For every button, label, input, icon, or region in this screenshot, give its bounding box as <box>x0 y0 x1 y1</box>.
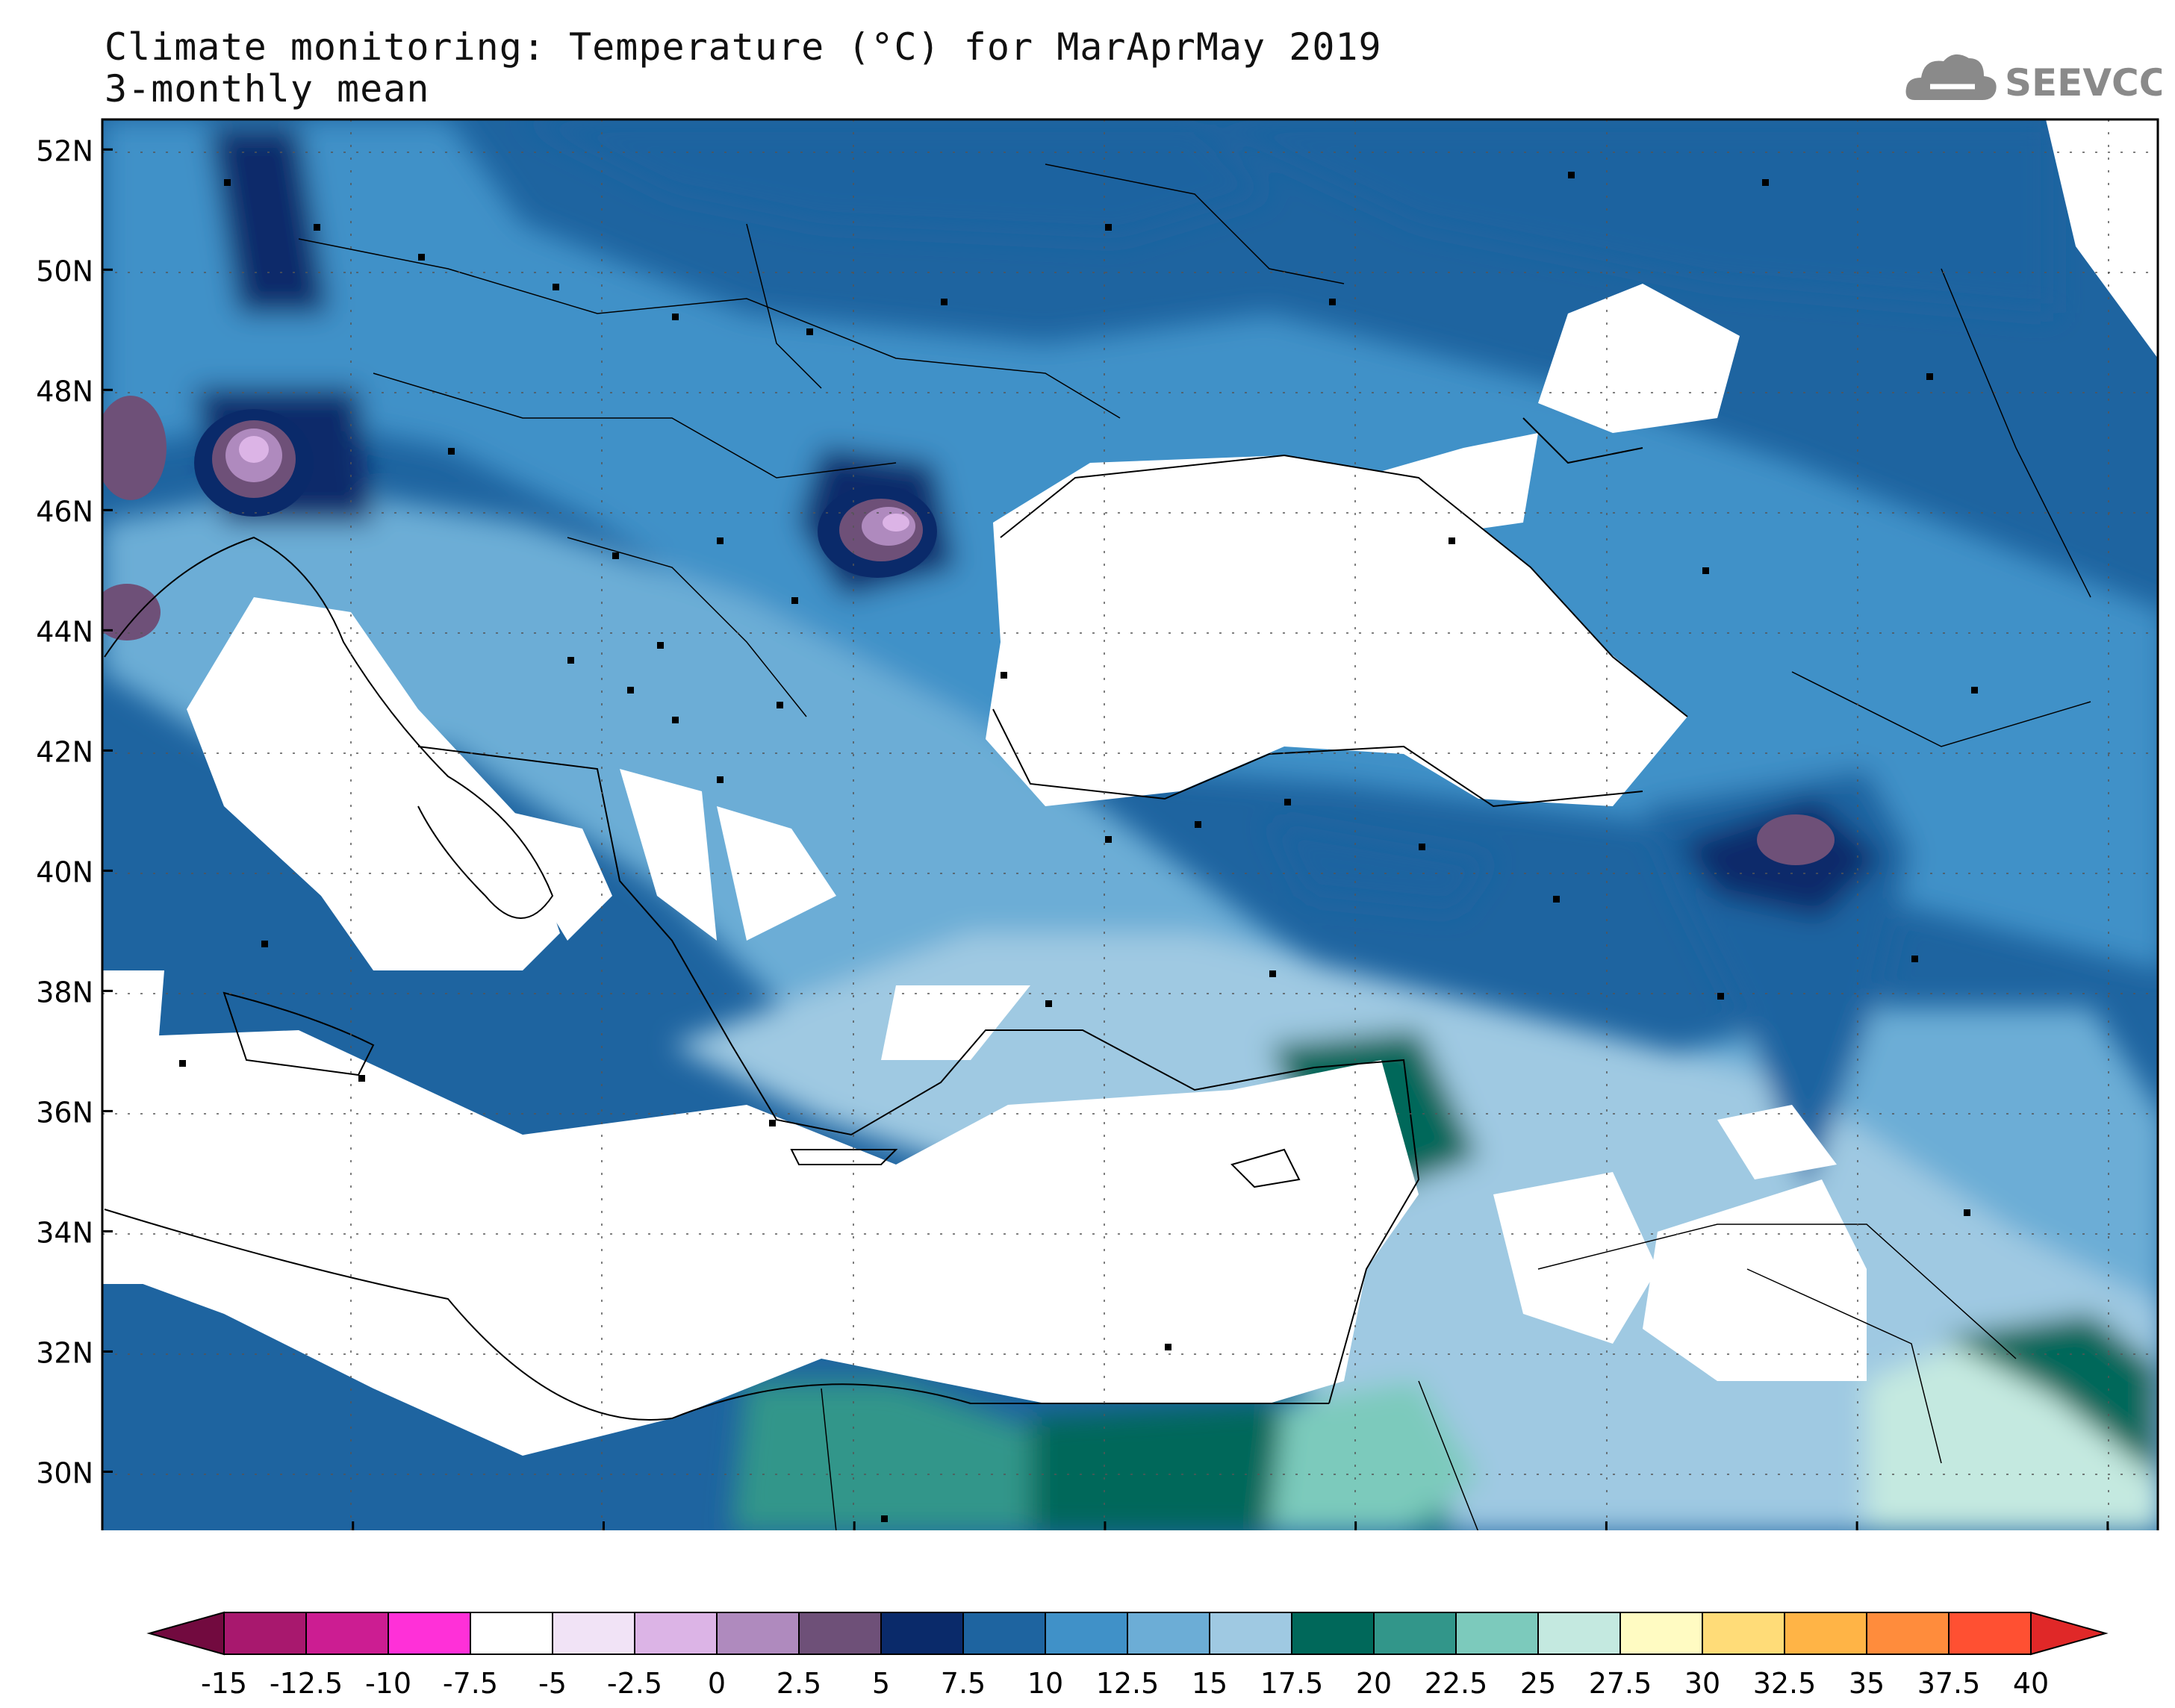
colorbar-label: 27.5 <box>1589 1667 1652 1700</box>
lat-tick-label: 42N <box>36 735 93 768</box>
colorbar-label: 20 <box>1356 1667 1392 1700</box>
chart-title-line1: Climate monitoring: Temperature (°C) for… <box>105 25 1382 69</box>
colorbar-label: -7.5 <box>443 1667 498 1700</box>
coastlines <box>104 417 1688 1421</box>
colorbar-label: 2.5 <box>777 1667 821 1700</box>
colorbar-swatch <box>470 1612 553 1655</box>
colorbar-label: 17.5 <box>1260 1667 1324 1700</box>
cloud-icon <box>1905 54 1997 100</box>
colorbar-label: 7.5 <box>941 1667 986 1700</box>
map-frame <box>101 118 2159 1530</box>
seevccc-logo: SEEVCCC <box>1905 54 2162 105</box>
colorbar-swatch <box>634 1612 718 1655</box>
colorbar-swatch <box>1455 1612 1539 1655</box>
lat-tick-label: 38N <box>36 976 93 1009</box>
colorbar-label: -12.5 <box>270 1667 343 1700</box>
colorbar-labels: -15 -12.5 -10 -7.5 -5 -2.5 0 2.5 5 7.5 10 12.5 15 17.… <box>201 1667 2049 1700</box>
field-10-north <box>523 119 1269 239</box>
colorbar-swatches <box>146 1611 2109 1656</box>
colorbar-swatch <box>1702 1612 1785 1655</box>
colorbar-label: -5 <box>538 1667 567 1700</box>
colorbar-label: 0 <box>708 1667 726 1700</box>
colorbar-swatch <box>1045 1612 1128 1655</box>
station-markers <box>179 172 1978 1522</box>
colorbar-swatch <box>880 1612 964 1655</box>
lat-tick-label: 32N <box>36 1336 93 1369</box>
cold-spot-romania <box>818 485 937 578</box>
colorbar-swatch <box>1784 1612 1867 1655</box>
lat-tick-label: 50N <box>36 255 93 287</box>
lat-tick-label: 40N <box>36 855 93 888</box>
lat-tick-label: 36N <box>36 1096 93 1129</box>
lat-tick-label: 34N <box>36 1216 93 1249</box>
colorbar-label: 10 <box>1027 1667 1063 1700</box>
colorbar-swatch <box>1948 1612 2032 1655</box>
lat-tick-label: 30N <box>36 1456 93 1489</box>
cold-spot-apennines <box>102 584 161 640</box>
colorbar-label: 40 <box>2013 1667 2049 1700</box>
colorbar-swatch <box>1209 1612 1292 1655</box>
colorbar-label: 15 <box>1192 1667 1227 1700</box>
field-central-europe <box>209 127 329 314</box>
colorbar-swatch <box>552 1612 635 1655</box>
field-sinai <box>1269 1381 1478 1530</box>
colorbar-swatch <box>1866 1612 1950 1655</box>
colorbar-swatch <box>962 1612 1046 1655</box>
colorbar-label: -2.5 <box>607 1667 662 1700</box>
cold-spot-ararat <box>1757 814 1835 865</box>
colorbar-label: 37.5 <box>1917 1667 1981 1700</box>
field-anatolia <box>1269 821 1493 911</box>
lat-tick-label: 48N <box>36 375 93 408</box>
colorbar-label: -10 <box>365 1667 411 1700</box>
lat-tick-label: 44N <box>36 615 93 648</box>
lat-tick-label: 52N <box>36 134 93 167</box>
lat-tick-label: 46N <box>36 495 93 528</box>
latitude-axis: 52N 50N 48N 46N 44N 42N 40N 38N 36N 34N 32N 30N <box>36 134 113 1489</box>
field-russia <box>1195 119 2053 314</box>
cold-spot-switzerland <box>102 396 167 500</box>
colorbar-min-arrow <box>146 1611 225 1656</box>
colorbar-swatch <box>1537 1612 1621 1655</box>
field-gulf-coast <box>1941 1314 2158 1478</box>
colorbar-max-arrow <box>2030 1611 2109 1656</box>
longitude-axis: 10E15E20E25E30E35E40E45E50E <box>101 1521 2109 1530</box>
colorbar-swatch <box>798 1612 882 1655</box>
chart-subtitle: 3-monthly mean <box>105 67 430 110</box>
colorbar-swatch <box>1619 1612 1703 1655</box>
colorbar-label: 5 <box>872 1667 890 1700</box>
colorbar-swatch <box>1127 1612 1210 1655</box>
colorbar-swatch <box>1373 1612 1457 1655</box>
colorbar-label: 32.5 <box>1753 1667 1817 1700</box>
logo-text: SEEVCCC <box>2005 61 2162 105</box>
colorbar-label: 12.5 <box>1096 1667 1160 1700</box>
cold-spot-austria <box>194 409 314 517</box>
colorbar-swatch <box>388 1612 471 1655</box>
colorbar-label: 25 <box>1520 1667 1556 1700</box>
colorbar-swatch <box>716 1612 800 1655</box>
colorbar-label: -15 <box>201 1667 247 1700</box>
colorbar-swatch <box>1291 1612 1375 1655</box>
colorbar-label: 22.5 <box>1425 1667 1488 1700</box>
colorbar-swatch <box>223 1612 307 1655</box>
colorbar-label: 30 <box>1684 1667 1720 1700</box>
colorbar-swatch <box>305 1612 389 1655</box>
colorbar-label: 35 <box>1849 1667 1885 1700</box>
temperature-map: 52N 50N 48N 46N 44N 42N 40N 38N 36N 34N 32N 30N 10E… <box>36 118 2159 1530</box>
country-borders <box>298 163 2091 1530</box>
